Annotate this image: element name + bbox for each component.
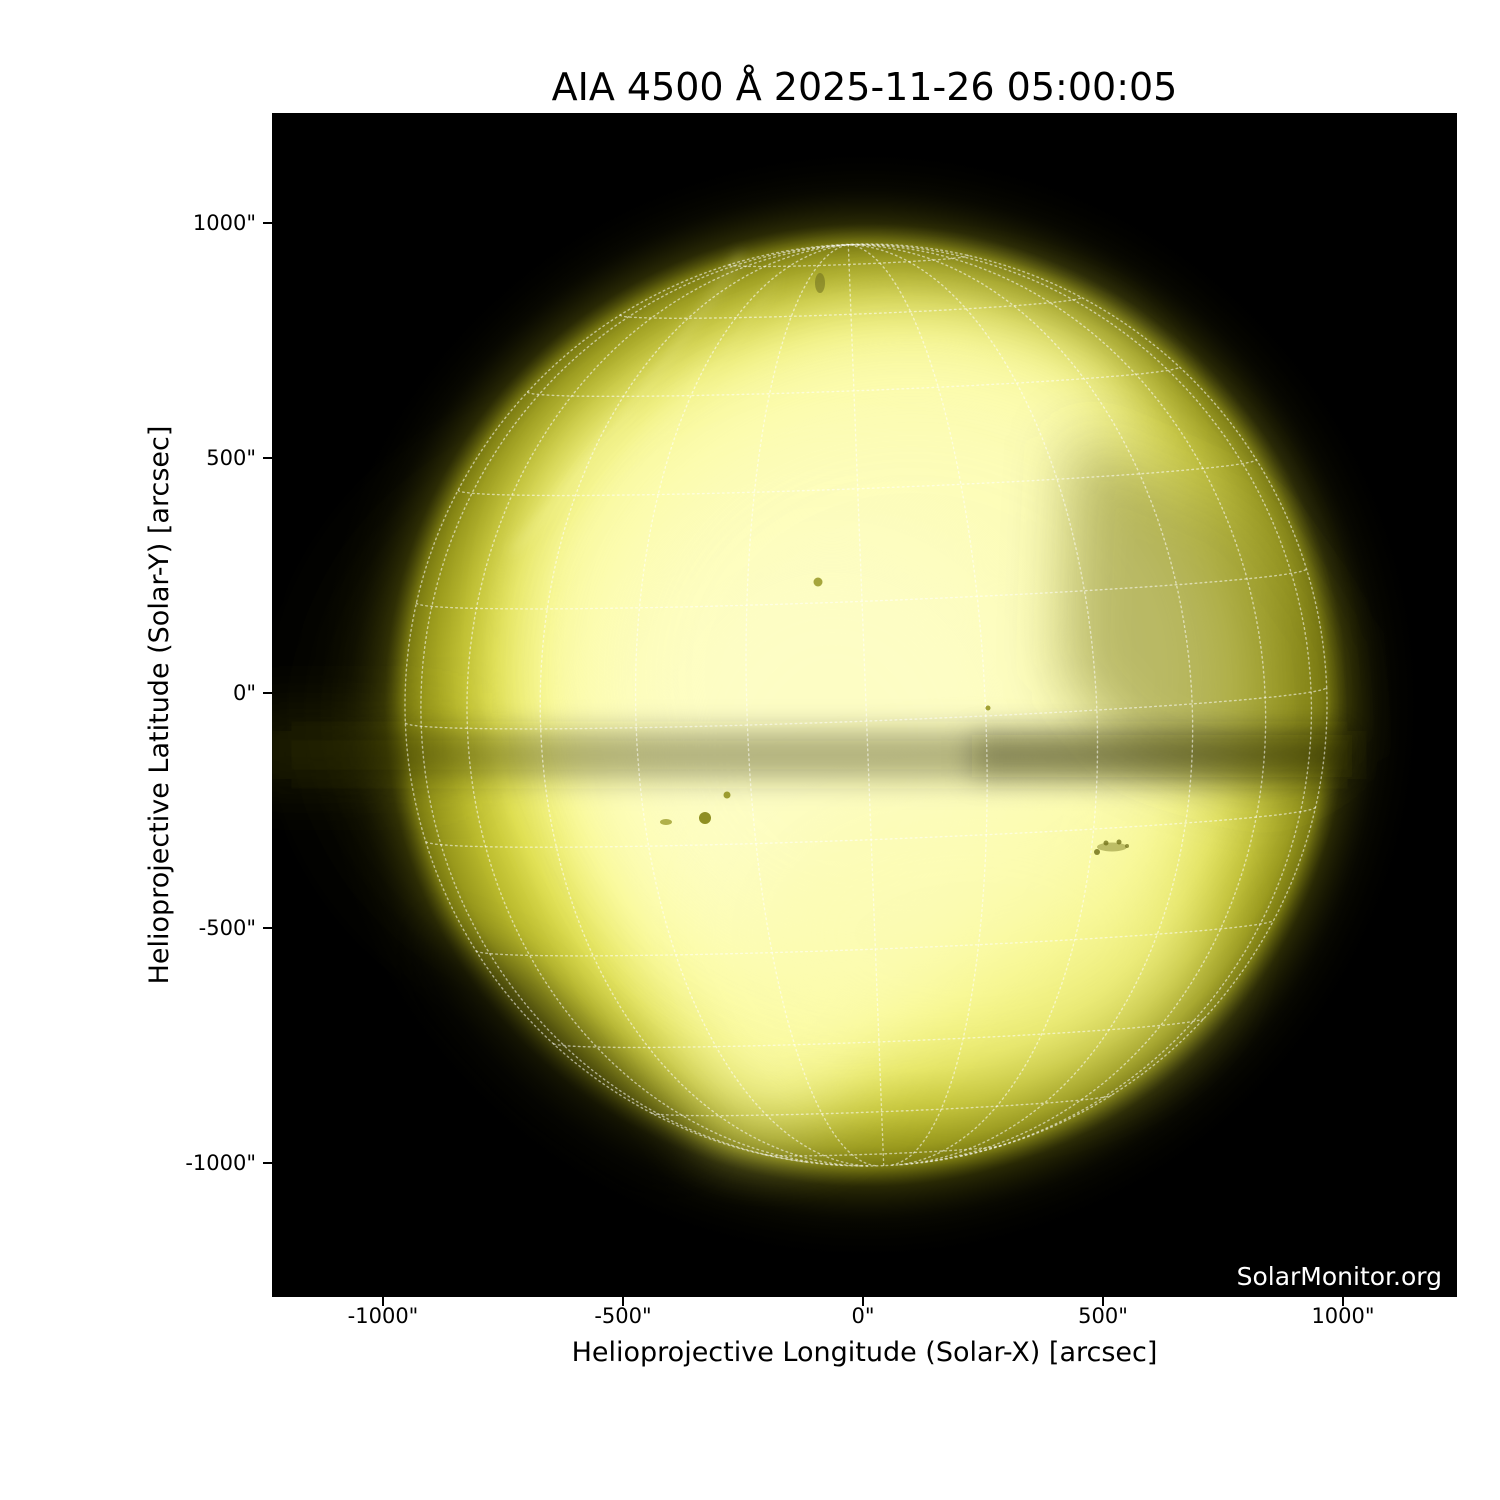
- sunspot: [1116, 839, 1122, 845]
- sunspot: [813, 577, 823, 587]
- plot-area: SolarMonitor.org: [272, 113, 1457, 1297]
- sunspot: [660, 819, 672, 825]
- figure-title: AIA 4500 Å 2025-11-26 05:00:05: [551, 65, 1178, 109]
- x-tick-mark: [1102, 1297, 1104, 1306]
- x-tick-label: -500": [594, 1304, 652, 1328]
- y-tick-mark: [263, 927, 272, 929]
- x-tick-label: 500": [1078, 1304, 1128, 1328]
- y-tick-mark: [263, 457, 272, 459]
- x-tick-mark: [622, 1297, 624, 1306]
- bright-lower-lobe: [742, 783, 1202, 1083]
- sunspot: [723, 791, 731, 799]
- filament-streaks: [510, 251, 779, 584]
- sun-image: [272, 145, 1426, 1265]
- y-tick-label: 0": [232, 681, 256, 705]
- north-dark-smudge: [815, 273, 825, 293]
- x-tick-label: 1000": [1311, 1304, 1375, 1328]
- x-tick-label: -1000": [347, 1304, 419, 1328]
- sunspot-group: [660, 577, 1129, 855]
- dark-wedge-lower-left: [402, 933, 702, 1208]
- sunspot-chain: [1097, 842, 1127, 852]
- heliographic-grid: [404, 243, 1328, 1167]
- sunspot: [1094, 849, 1100, 855]
- dark-band-right: [972, 735, 1352, 777]
- y-tick-label: 1000": [192, 211, 256, 235]
- x-tick-mark: [382, 1297, 384, 1306]
- y-tick-label: 500": [206, 446, 256, 470]
- watermark-text: SolarMonitor.org: [1236, 1262, 1442, 1291]
- x-tick-label: 0": [851, 1304, 875, 1328]
- x-axis-label: Helioprojective Longitude (Solar-X) [arc…: [571, 1337, 1158, 1368]
- sunspot: [1103, 840, 1109, 846]
- x-tick-mark: [1342, 1297, 1344, 1306]
- y-tick-mark: [263, 222, 272, 224]
- y-tick-label: -1000": [185, 1151, 256, 1175]
- sunspot: [1125, 844, 1129, 848]
- y-tick-mark: [263, 1162, 272, 1164]
- y-tick-label: -500": [198, 916, 256, 940]
- x-tick-mark: [862, 1297, 864, 1306]
- y-tick-mark: [263, 692, 272, 694]
- dark-wedge-right: [1062, 433, 1347, 793]
- sunspot: [699, 812, 711, 824]
- sunspot: [985, 705, 991, 711]
